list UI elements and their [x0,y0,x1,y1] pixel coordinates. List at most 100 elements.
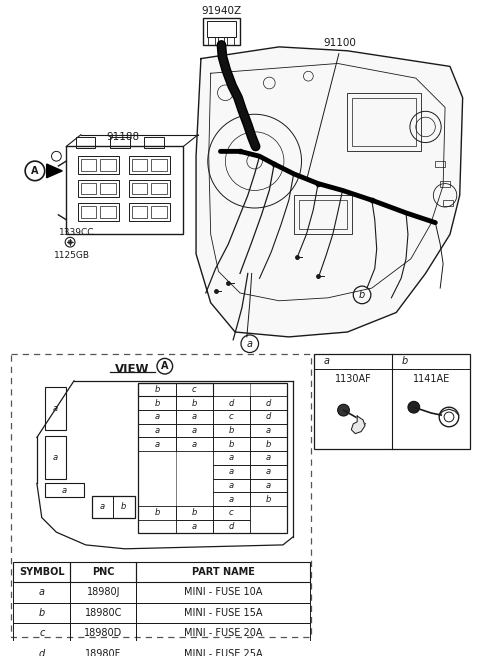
Bar [435,161,445,167]
Polygon shape [196,47,463,337]
Bar [213,396,250,410]
Text: PART NAME: PART NAME [192,567,255,577]
Bar [136,623,310,644]
Text: 1339CC: 1339CC [60,228,95,237]
Bar [132,159,147,171]
Bar [213,438,250,451]
Bar [138,383,287,533]
Bar [45,483,84,497]
Text: b: b [154,399,160,408]
Text: MINI - FUSE 10A: MINI - FUSE 10A [184,587,263,597]
Text: a: a [61,485,67,495]
Bar [138,410,176,424]
Bar [92,496,134,518]
Bar [138,438,176,451]
Text: 18980J: 18980J [86,587,120,597]
Text: 91188: 91188 [106,132,139,142]
Text: 91940Z: 91940Z [202,6,241,16]
Bar [81,159,96,171]
Text: b: b [265,440,271,449]
Bar [78,156,119,174]
Text: 1130AF: 1130AF [335,374,372,384]
Text: a: a [247,338,253,349]
Bar [176,410,213,424]
Bar [13,582,70,602]
Bar [78,180,119,197]
Text: c: c [39,628,45,638]
Bar [136,582,310,602]
Bar [250,396,287,410]
Text: c: c [229,413,234,421]
Text: MINI - FUSE 15A: MINI - FUSE 15A [184,607,263,618]
Text: b: b [228,426,234,435]
Text: MINI - FUSE 20A: MINI - FUSE 20A [184,628,263,638]
Circle shape [68,240,72,244]
Text: 1141AE: 1141AE [413,374,450,384]
Bar [138,383,176,396]
Text: a: a [266,467,271,476]
Bar [213,520,250,533]
Bar [203,18,240,45]
Bar [138,383,213,396]
Text: a: a [192,440,197,449]
Bar [176,520,213,533]
Polygon shape [351,416,365,434]
Bar [250,465,287,478]
Bar [129,156,170,174]
Bar [129,203,170,220]
Bar [136,602,310,623]
Text: a: a [228,453,234,462]
Bar [299,200,348,230]
Bar [138,396,176,410]
Bar [213,478,250,492]
Bar [213,410,250,424]
Bar [151,182,167,194]
Bar [138,506,176,520]
Bar [132,182,147,194]
Text: a: a [53,453,58,462]
Bar [78,203,119,220]
Text: a: a [228,467,234,476]
Text: b: b [265,495,271,504]
Text: b: b [192,508,197,517]
Bar [151,206,167,218]
Text: a: a [266,453,271,462]
Text: A: A [31,166,39,176]
Bar [440,180,450,186]
Text: a: a [53,403,58,413]
Bar [176,506,213,520]
Text: a: a [155,426,159,435]
Text: d: d [265,399,271,408]
Text: b: b [228,440,234,449]
Bar [13,644,70,656]
Bar [13,602,70,623]
Bar [100,182,116,194]
Text: PNC: PNC [92,567,115,577]
Bar [136,562,310,582]
Bar [45,386,66,430]
Bar [13,623,70,644]
Bar [70,562,136,582]
Text: a: a [39,587,45,597]
Text: d: d [265,413,271,421]
Bar [13,562,70,582]
Bar [151,159,167,171]
Text: MINI - FUSE 25A: MINI - FUSE 25A [184,649,263,656]
Bar [144,136,164,148]
Bar [66,146,183,234]
Text: a: a [228,495,234,504]
Text: a: a [192,426,197,435]
Bar [70,602,136,623]
Bar [70,644,136,656]
Bar [11,354,312,637]
Text: a: a [266,481,271,490]
Text: 18980F: 18980F [85,649,121,656]
Text: d: d [228,399,234,408]
Bar [138,424,176,438]
Bar [250,478,287,492]
Bar [250,451,287,465]
Bar [250,410,287,424]
Bar [176,383,213,396]
Bar [76,136,96,148]
Circle shape [337,404,349,416]
